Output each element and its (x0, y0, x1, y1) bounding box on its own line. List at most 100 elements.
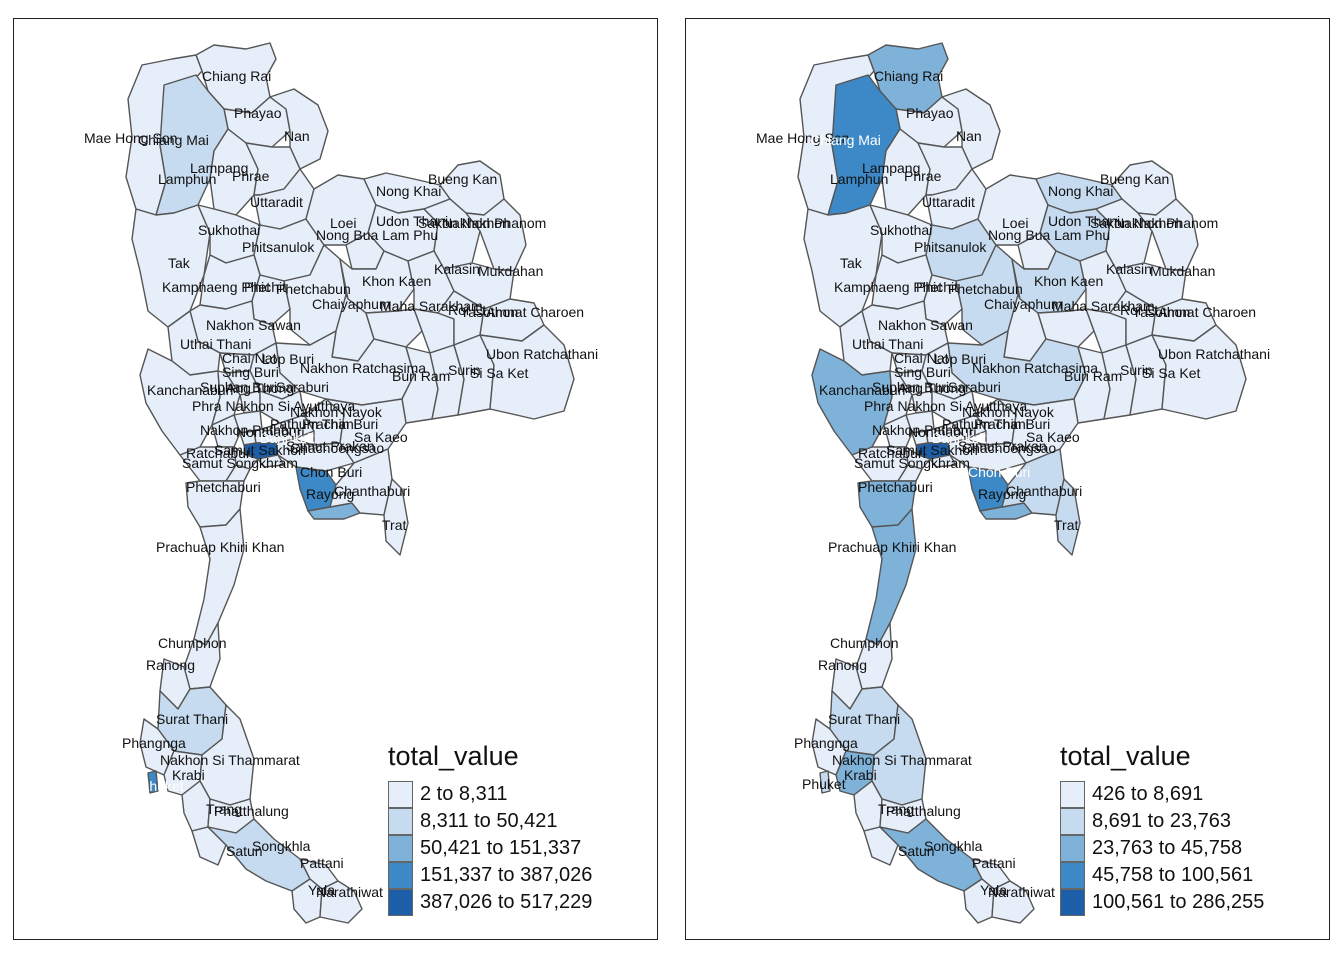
label-rayong: Rayong (306, 486, 354, 502)
label-bueng-kan: Bueng Kan (428, 171, 497, 187)
label-samut-sakhon: Samut Sakhon (214, 442, 306, 458)
label-phangnga: Phangnga (122, 735, 186, 751)
legend-label: 100,561 to 286,255 (1092, 891, 1265, 913)
label-phuket: Phuket (802, 776, 846, 792)
label-sa-kaeo: Sa Kaeo (354, 429, 408, 445)
label-sukhothai: Sukhothai (870, 222, 932, 238)
label-prachin-buri: Prachin Buri (974, 416, 1050, 432)
label-amnat-charoen: Amnat Charoen (486, 304, 584, 320)
legend-label: 45,758 to 100,561 (1092, 864, 1254, 886)
legend-title: total_value (1060, 741, 1191, 771)
label-kamphaeng-phet: Kamphaeng Phet (162, 279, 270, 295)
label-chon-buri: Chon Buri (968, 464, 1030, 480)
label-kanchanaburi: Kanchanaburi (819, 382, 905, 398)
legend-row: 100,561 to 286,255 (1060, 889, 1310, 916)
label-phetchaburi: Phetchaburi (186, 479, 261, 495)
label-sing-buri: Sing Buri (222, 364, 279, 380)
label-lop-buri: Lop Buri (934, 351, 986, 367)
label-songkhla: Songkhla (924, 838, 983, 854)
label-trat: Trat (382, 517, 406, 533)
legend-swatch (388, 781, 413, 808)
label-phitsanulok: Phitsanulok (242, 239, 315, 255)
legend-row: 426 to 8,691 (1060, 781, 1310, 808)
province-kanchanaburi (811, 348, 893, 456)
legend-swatch (1060, 808, 1085, 835)
label-khon-kaen: Khon Kaen (1034, 273, 1103, 289)
legend-swatch (1060, 835, 1085, 862)
label-bangkok: Bangkok (932, 430, 987, 446)
label-nan: Nan (284, 128, 310, 144)
label-lampang: Lampang (190, 160, 248, 176)
province-samut-prakan (257, 454, 285, 468)
label-bangkok: Bangkok (260, 430, 315, 446)
label-buri-ram: Buri Ram (392, 368, 450, 384)
label-nong-bua: Nong Bua Lam Phu (988, 227, 1110, 243)
label-chachoengsao: Chachoengsao (962, 440, 1056, 456)
legend-label: 50,421 to 151,337 (420, 837, 582, 859)
label-nong-khai: Nong Khai (1048, 183, 1113, 199)
label-phatthalung: Phatthalung (886, 803, 961, 819)
label-nan: Nan (956, 128, 982, 144)
label-chaiyaphum: Chaiyaphum (312, 296, 391, 312)
label-chaiyaphum: Chaiyaphum (984, 296, 1063, 312)
label-nong-khai: Nong Khai (376, 183, 441, 199)
legend: total_value 426 to 8,691 8,691 to 23,763… (1060, 741, 1310, 916)
province-nakhon-pathom (883, 414, 913, 448)
label-sa-kaeo: Sa Kaeo (1026, 429, 1080, 445)
province-ubon (479, 324, 575, 420)
label-ang-thong: Ang Thong (898, 380, 966, 396)
label-nakhon-phanom: Nakhon Phanom (442, 215, 546, 231)
label-nakhon-ratchasima: Nakhon Ratchasima (300, 360, 426, 376)
thailand-choropleth-map: Chiang Rai Phayao Nan Mae Hong Son Chian… (84, 42, 598, 924)
label-kalasin: Kalasin (1106, 261, 1152, 277)
province-narathiwat (319, 880, 363, 924)
label-chon-buri: Chon Buri (300, 464, 362, 480)
label-surin: Surin (1120, 362, 1153, 378)
label-phayao: Phayao (234, 105, 282, 121)
legend-row: 8,691 to 23,763 (1060, 808, 1310, 835)
province-chiang-rai (195, 42, 277, 114)
legend-swatch (1060, 889, 1085, 916)
province-nan (269, 88, 329, 170)
label-lampang: Lampang (862, 160, 920, 176)
label-loei: Loei (330, 215, 356, 231)
label-nakhon-si: Nakhon Si Thammarat (832, 752, 972, 768)
province-nakhon-phanom (465, 198, 527, 272)
legend-row: 45,758 to 100,561 (1060, 862, 1310, 889)
province-tak (803, 204, 883, 328)
label-uthai-thani: Uthai Thani (852, 336, 923, 352)
thailand-choropleth-map: Chiang Rai Phayao Nan Mae Hong Son Chian… (756, 42, 1270, 924)
legend-label: 23,763 to 45,758 (1092, 837, 1243, 859)
label-nonthaburi: Nonthaburi (236, 424, 305, 440)
label-bueng-kan: Bueng Kan (1100, 171, 1169, 187)
label-nakhon-pathom: Nakhon Pathom (200, 422, 300, 438)
label-loei: Loei (1002, 215, 1028, 231)
label-trang: Trang (206, 801, 242, 817)
label-mae-hong-son: Mae Hong Son (84, 130, 177, 146)
legend-label: 2 to 8,311 (420, 783, 508, 805)
label-tak: Tak (840, 255, 863, 271)
label-nakhon-nayok: Nakhon Nayok (290, 404, 383, 420)
label-chiang-mai: Chiang Mai (810, 132, 881, 148)
label-nakhon-sawan: Nakhon Sawan (206, 317, 301, 333)
label-ranong: Ranong (146, 657, 195, 673)
label-maha-sarakham: Maha Sarakham (380, 298, 483, 314)
legend-swatch (388, 808, 413, 835)
map-panel-left: Chiang Rai Phayao Nan Mae Hong Son Chian… (13, 18, 658, 940)
legend-row: 2 to 8,311 (388, 781, 638, 808)
legend-swatch (1060, 781, 1085, 808)
label-ratchaburi: Ratchaburi (186, 445, 254, 461)
label-uttaradit: Uttaradit (922, 194, 975, 210)
label-khon-kaen: Khon Kaen (362, 273, 431, 289)
label-pattani: Pattani (300, 855, 344, 871)
province-ubon (1151, 324, 1247, 420)
label-si-sa-ket: Si Sa Ket (470, 365, 528, 381)
province-nan (941, 88, 1001, 170)
label-pathum-thani: Pathum Thani (270, 416, 357, 432)
label-nakhon-ratchasima: Nakhon Ratchasima (972, 360, 1098, 376)
label-surat-thani: Surat Thani (156, 711, 228, 727)
label-chachoengsao: Chachoengsao (290, 440, 384, 456)
label-narathiwat: Narathiwat (316, 884, 383, 900)
province-samut-prakan (929, 454, 957, 468)
legend-swatch (388, 889, 413, 916)
